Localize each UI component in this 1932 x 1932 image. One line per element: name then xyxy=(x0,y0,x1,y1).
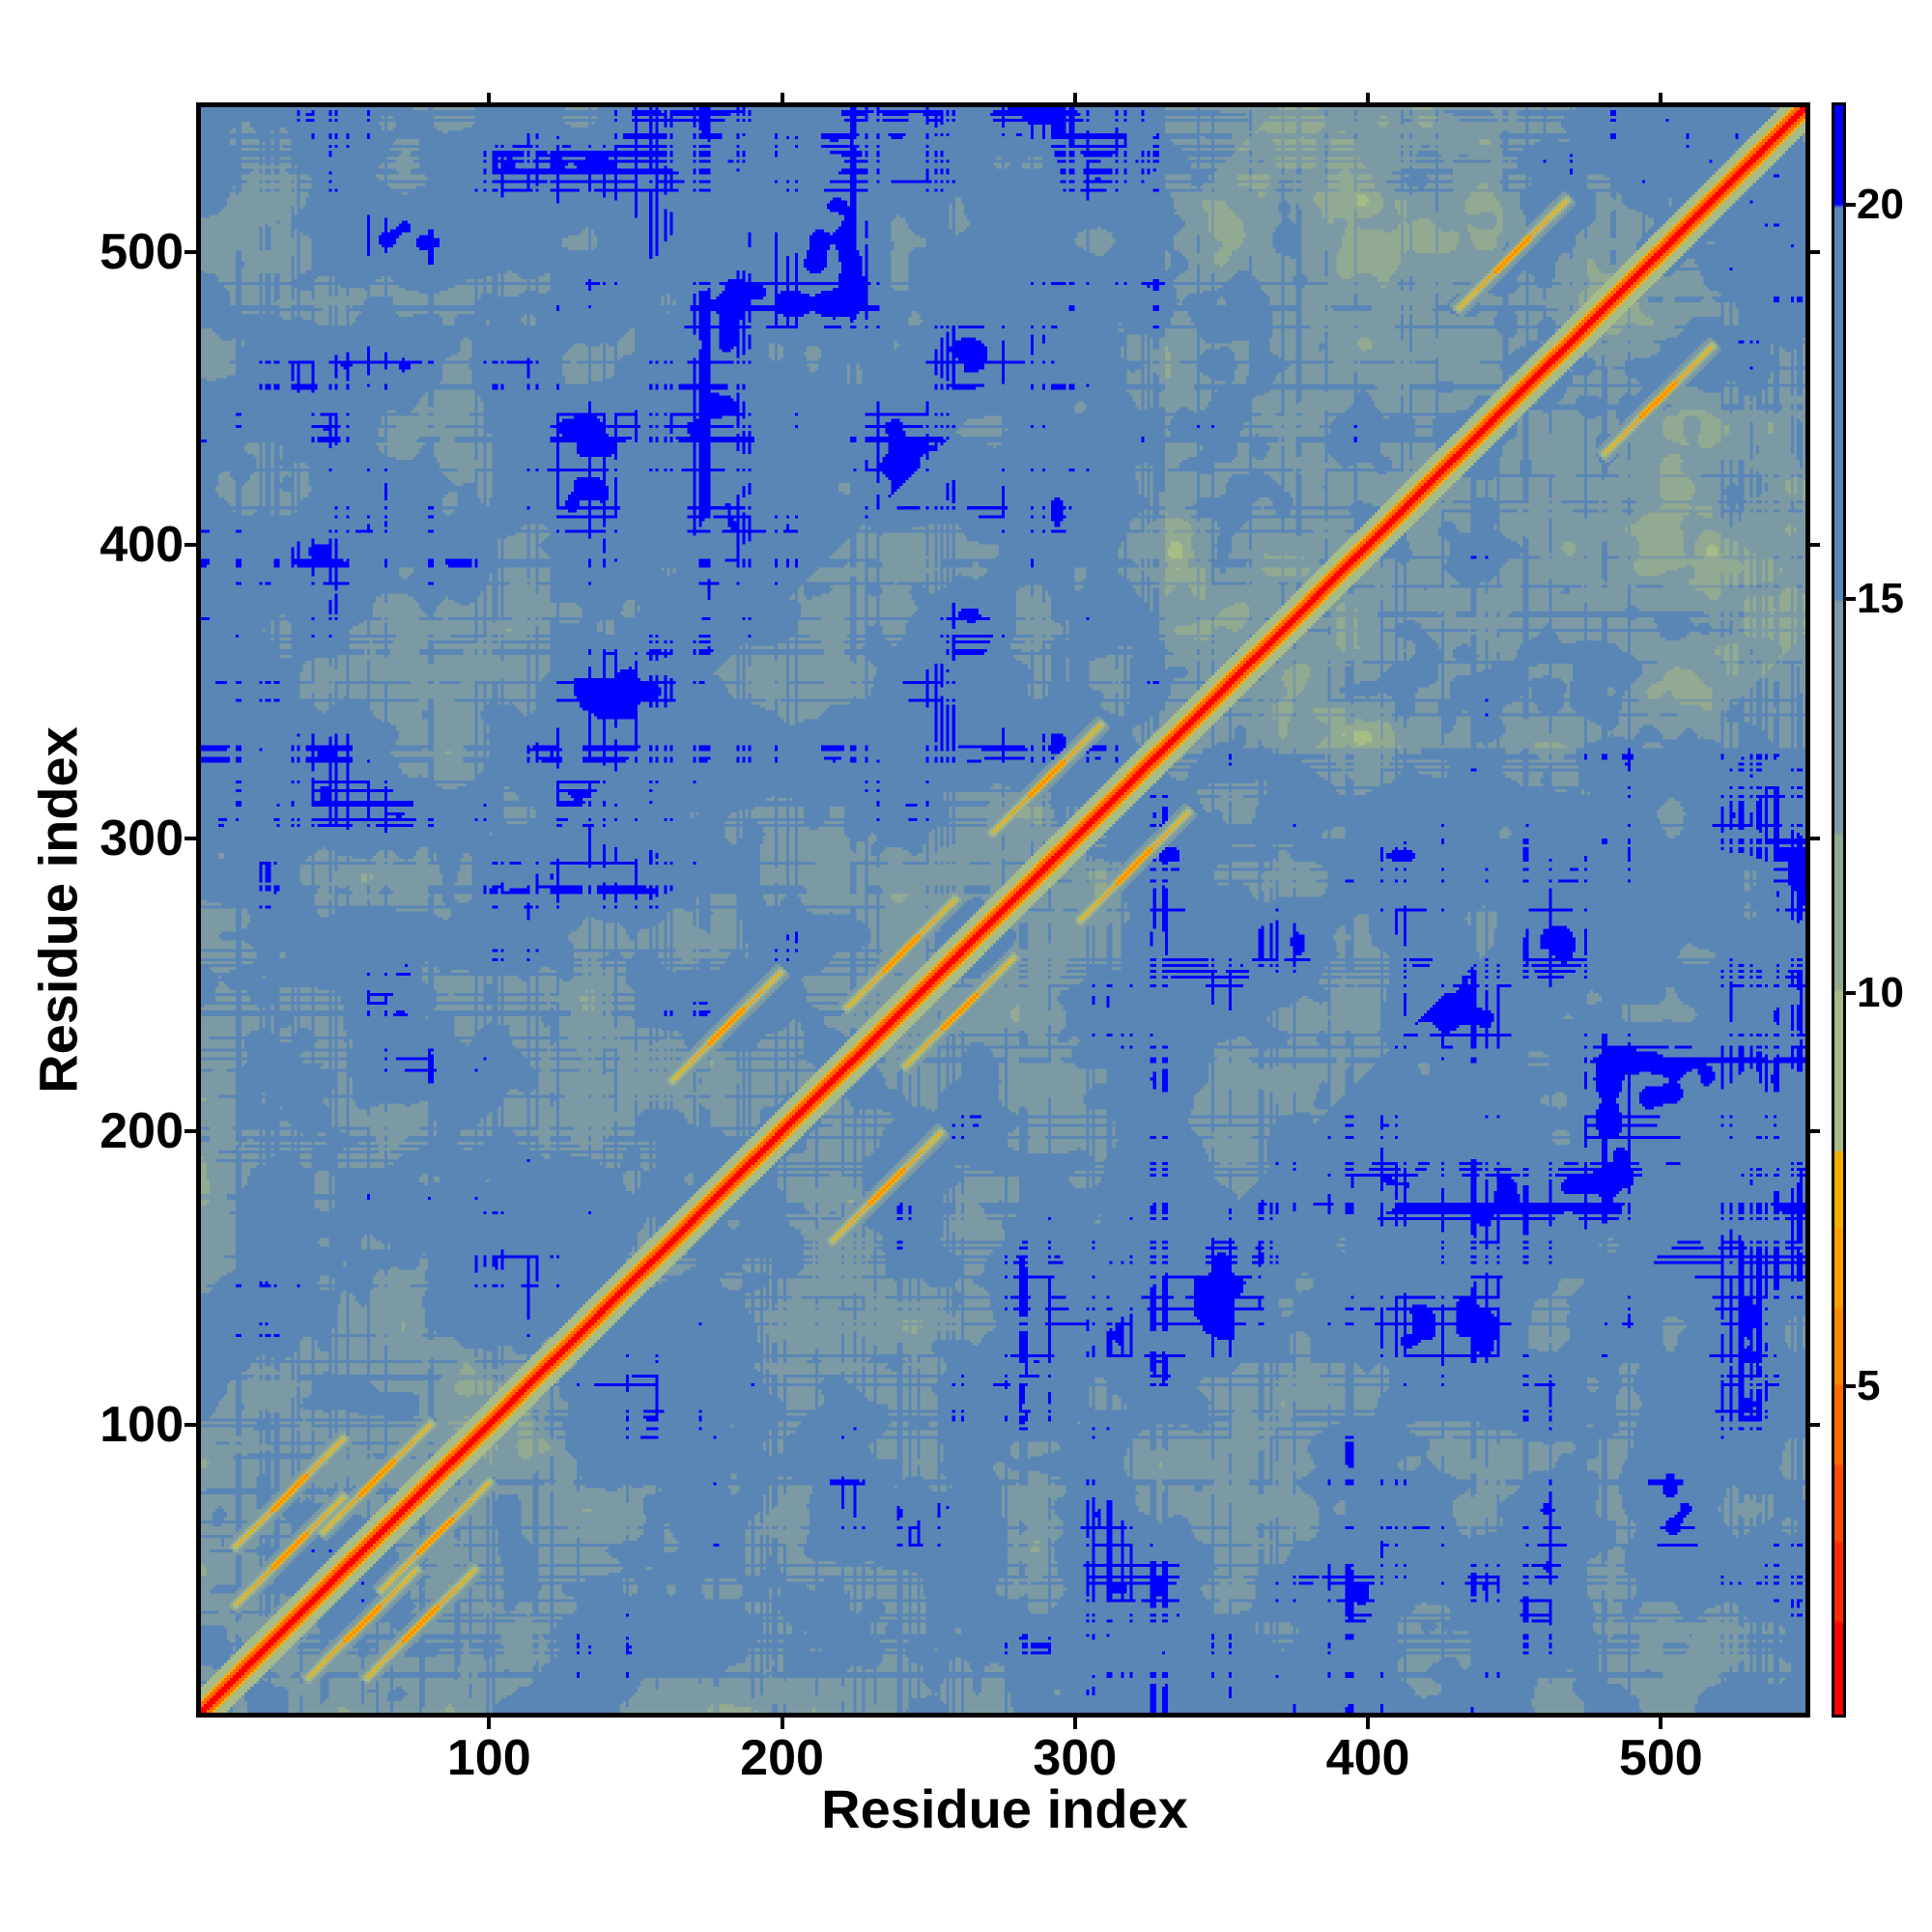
y-tick-mark xyxy=(185,249,196,254)
y-tick-mark xyxy=(185,1129,196,1134)
x-tick-label: 100 xyxy=(446,1730,531,1786)
colorbar-tick-label: 20 xyxy=(1857,181,1904,229)
colorbar-tick-mark xyxy=(1846,1384,1856,1389)
distance-heatmap xyxy=(201,107,1805,1713)
right-tick-mark xyxy=(1810,543,1820,548)
top-tick-mark xyxy=(1659,93,1663,102)
colorbar-gradient xyxy=(1834,105,1843,1715)
colorbar-tick-label: 5 xyxy=(1857,1362,1881,1410)
y-tick-label: 500 xyxy=(99,223,184,280)
x-tick-label: 300 xyxy=(1033,1730,1118,1786)
colorbar-tick-label: 15 xyxy=(1857,574,1904,622)
top-tick-mark xyxy=(487,93,492,102)
x-tick-mark xyxy=(1072,1718,1077,1729)
right-tick-mark xyxy=(1810,1422,1820,1427)
x-tick-mark xyxy=(487,1718,492,1729)
top-tick-mark xyxy=(1072,93,1077,102)
colorbar xyxy=(1832,102,1846,1718)
heatmap-plot-area xyxy=(196,102,1810,1718)
y-tick-label: 100 xyxy=(99,1396,184,1453)
y-tick-mark xyxy=(185,543,196,548)
x-tick-label: 200 xyxy=(740,1730,824,1786)
right-tick-mark xyxy=(1810,1129,1820,1134)
x-tick-mark xyxy=(780,1718,784,1729)
colorbar-tick-mark xyxy=(1846,596,1856,601)
colorbar-tick-mark xyxy=(1846,203,1856,208)
right-tick-mark xyxy=(1810,836,1820,840)
y-axis-label: Residue index xyxy=(27,726,89,1094)
colorbar-tick-label: 10 xyxy=(1857,968,1904,1016)
y-tick-label: 300 xyxy=(99,810,184,867)
y-tick-mark xyxy=(185,836,196,840)
y-tick-label: 200 xyxy=(99,1103,184,1160)
y-tick-label: 400 xyxy=(99,517,184,574)
x-axis-label: Residue index xyxy=(821,1778,1188,1839)
x-tick-mark xyxy=(1366,1718,1371,1729)
top-tick-mark xyxy=(1366,93,1371,102)
colorbar-tick-mark xyxy=(1846,990,1856,995)
x-tick-label: 500 xyxy=(1618,1730,1703,1786)
y-tick-mark xyxy=(185,1422,196,1427)
right-tick-mark xyxy=(1810,249,1820,254)
top-tick-mark xyxy=(780,93,784,102)
x-tick-mark xyxy=(1659,1718,1663,1729)
x-tick-label: 400 xyxy=(1325,1730,1410,1786)
